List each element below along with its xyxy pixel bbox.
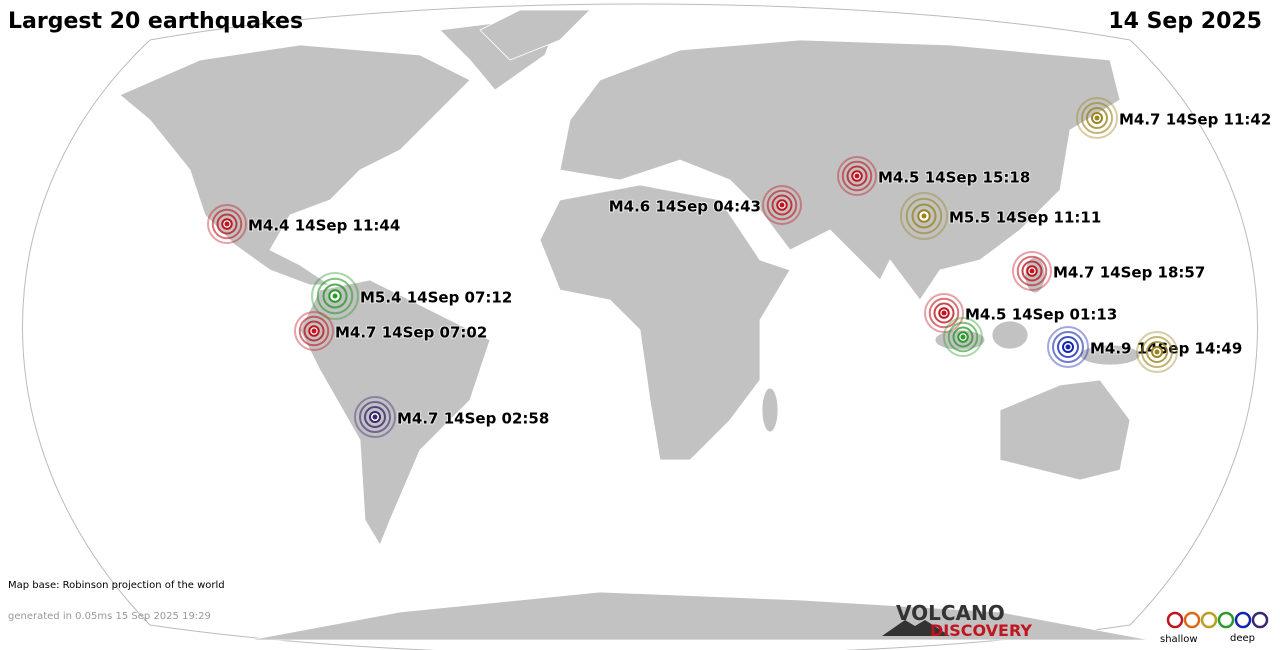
- quake-center: [1029, 268, 1035, 274]
- quake-marker: [900, 192, 948, 240]
- quake-center: [372, 414, 378, 420]
- quake-ring: [211, 208, 243, 240]
- quake-ring: [1086, 107, 1108, 129]
- quake-ring: [924, 293, 964, 333]
- quake-ring: [298, 315, 330, 347]
- quake-ring: [1047, 326, 1089, 368]
- quake-ring: [207, 204, 247, 244]
- quake-ring: [364, 406, 386, 428]
- quake-center: [311, 328, 317, 334]
- generated: generated in 0.05ms 15 Sep 2025 19:29: [8, 611, 211, 622]
- quake-label: M4.7 14Sep 07:02: [335, 324, 487, 342]
- quake-center: [1065, 344, 1071, 350]
- quake-ring: [771, 194, 793, 216]
- quake-ring: [1076, 97, 1118, 139]
- quake-ring: [1016, 255, 1048, 287]
- quake-ring: [905, 197, 943, 235]
- quake-marker: [1136, 331, 1178, 373]
- quake-label: M4.5 14Sep 15:18: [878, 169, 1030, 187]
- quake-center: [921, 213, 927, 219]
- quake-ring: [1081, 102, 1113, 134]
- quake-ring: [911, 203, 937, 229]
- quake-ring: [1052, 331, 1084, 363]
- quake-label: M5.5 14Sep 11:11: [949, 209, 1101, 227]
- quake-ring: [766, 189, 798, 221]
- quake-marker: [354, 396, 396, 438]
- quake-ring: [1057, 336, 1079, 358]
- land: [119, 9, 1151, 641]
- logo-mark: [882, 620, 950, 636]
- quake-center: [224, 221, 230, 227]
- quake-ring: [1136, 331, 1178, 373]
- quake-ring: [1021, 260, 1043, 282]
- date: 14 Sep 2025: [1108, 9, 1262, 34]
- quake-ring: [216, 213, 238, 235]
- quake-center: [779, 202, 785, 208]
- quake-label: M4.7 14Sep 18:57: [1053, 264, 1205, 282]
- quake-marker: [1012, 251, 1052, 291]
- quake-marker: [837, 156, 877, 196]
- logo-line2: DISCOVERY: [930, 621, 1032, 640]
- quake-ring: [841, 160, 873, 192]
- map-base: Map base: Robinson projection of the wor…: [8, 580, 225, 591]
- quake-center: [1094, 115, 1100, 121]
- legend-deep: deep: [1230, 633, 1255, 644]
- quake-center: [1154, 349, 1160, 355]
- quake-ring: [943, 317, 983, 357]
- quake-center: [941, 310, 947, 316]
- quake-ring: [354, 396, 396, 438]
- quake-ring: [311, 272, 359, 320]
- quake-ring: [294, 311, 334, 351]
- quake-ring: [928, 297, 960, 329]
- quake-marker: [311, 272, 359, 320]
- quake-label: M4.4 14Sep 11:44: [248, 217, 400, 235]
- quake-label: M4.7 14Sep 02:58: [397, 410, 549, 428]
- quake-ring: [846, 165, 868, 187]
- quake-label: M4.6 14Sep 04:43: [609, 198, 761, 216]
- quake-marker: [1047, 326, 1089, 368]
- quake-ring: [952, 326, 974, 348]
- quake-ring: [947, 321, 979, 353]
- quake-marker: [943, 317, 983, 357]
- quake-ring: [303, 320, 325, 342]
- legend-shallow: shallow: [1160, 634, 1198, 645]
- title: Largest 20 earthquakes: [8, 9, 303, 34]
- quake-marker: [1076, 97, 1118, 139]
- quake-ring: [1146, 341, 1168, 363]
- legend-circles: [1166, 611, 1269, 629]
- quake-center: [332, 293, 338, 299]
- quake-label: M4.5 14Sep 01:13: [965, 306, 1117, 324]
- quake-ring: [1141, 336, 1173, 368]
- quake-ring: [900, 192, 948, 240]
- quake-center: [960, 334, 966, 340]
- quake-ring: [837, 156, 877, 196]
- quake-ring: [762, 185, 802, 225]
- quake-label: M5.4 14Sep 07:12: [360, 289, 512, 307]
- quake-ring: [359, 401, 391, 433]
- quake-marker: [924, 293, 964, 333]
- quake-ring: [933, 302, 955, 324]
- quakes: M4.7 14Sep 11:42 M4.5 14Sep 15:18 M4.6 14S…: [207, 97, 1272, 438]
- quake-marker: [207, 204, 247, 244]
- quake-center: [854, 173, 860, 179]
- quake-ring: [316, 277, 354, 315]
- logo-line1: VOLCANO: [896, 601, 1005, 625]
- quake-label: M4.7 14Sep 11:42: [1119, 111, 1271, 129]
- quake-marker: [294, 311, 334, 351]
- quake-ring: [322, 283, 348, 309]
- quake-ring: [1012, 251, 1052, 291]
- quake-marker: [762, 185, 802, 225]
